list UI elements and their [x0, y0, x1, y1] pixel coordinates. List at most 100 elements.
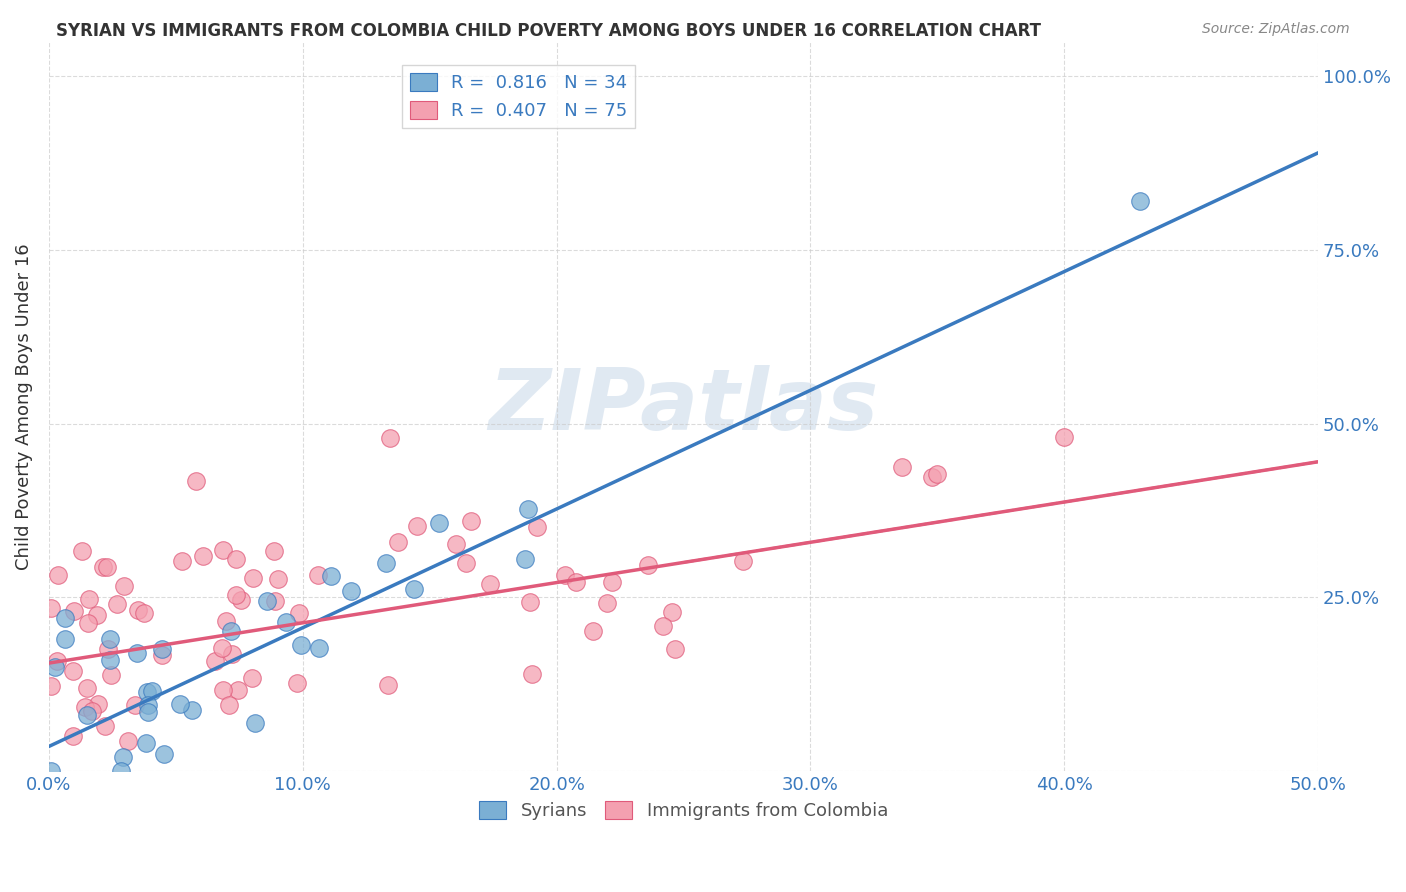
Point: [124, 698, 146, 712]
Point: [112, 749, 135, 764]
Point: [117, 733, 139, 747]
Point: [170, 554, 193, 568]
Point: [263, 544, 285, 558]
Text: SYRIAN VS IMMIGRANTS FROM COLOMBIA CHILD POVERTY AMONG BOYS UNDER 16 CORRELATION: SYRIAN VS IMMIGRANTS FROM COLOMBIA CHILD…: [56, 22, 1042, 40]
Point: [290, 638, 312, 652]
Point: [243, 716, 266, 731]
Legend: Syrians, Immigrants from Colombia: Syrians, Immigrants from Colombia: [472, 794, 896, 827]
Point: [80, 704, 103, 718]
Point: [134, 736, 156, 750]
Point: [110, 764, 132, 778]
Point: [1129, 194, 1152, 209]
Point: [127, 603, 149, 617]
Point: [86, 607, 108, 622]
Point: [76, 616, 98, 631]
Point: [661, 606, 683, 620]
Point: [152, 747, 174, 762]
Point: [150, 642, 173, 657]
Point: [39, 764, 62, 778]
Point: [600, 575, 623, 590]
Point: [112, 579, 135, 593]
Text: ZIPatlas: ZIPatlas: [488, 365, 879, 448]
Point: [520, 667, 543, 681]
Point: [274, 615, 297, 629]
Point: [221, 647, 243, 661]
Point: [377, 678, 399, 692]
Point: [256, 594, 278, 608]
Point: [186, 474, 208, 488]
Point: [226, 683, 249, 698]
Point: [516, 501, 538, 516]
Point: [285, 676, 308, 690]
Point: [891, 459, 914, 474]
Point: [427, 516, 450, 531]
Y-axis label: Child Poverty Among Boys Under 16: Child Poverty Among Boys Under 16: [15, 243, 32, 569]
Point: [454, 557, 477, 571]
Point: [138, 706, 160, 720]
Point: [637, 558, 659, 573]
Point: [136, 685, 159, 699]
Point: [651, 619, 673, 633]
Point: [141, 684, 163, 698]
Point: [927, 467, 949, 481]
Point: [405, 518, 427, 533]
Point: [180, 703, 202, 717]
Point: [62, 604, 84, 618]
Point: [91, 559, 114, 574]
Point: [308, 641, 330, 656]
Point: [132, 607, 155, 621]
Point: [150, 648, 173, 663]
Point: [53, 611, 76, 625]
Point: [225, 588, 247, 602]
Point: [211, 543, 233, 558]
Point: [307, 567, 329, 582]
Point: [526, 520, 548, 534]
Point: [62, 729, 84, 743]
Point: [211, 682, 233, 697]
Point: [402, 582, 425, 596]
Point: [921, 469, 943, 483]
Point: [288, 606, 311, 620]
Point: [204, 654, 226, 668]
Point: [375, 556, 398, 570]
Point: [39, 601, 62, 615]
Point: [125, 646, 148, 660]
Point: [41, 679, 63, 693]
Point: [240, 671, 263, 685]
Point: [70, 544, 93, 558]
Point: [664, 642, 686, 657]
Point: [1053, 430, 1076, 444]
Point: [219, 624, 242, 638]
Point: [215, 614, 238, 628]
Point: [169, 698, 191, 712]
Point: [73, 700, 96, 714]
Point: [136, 698, 159, 712]
Point: [582, 624, 605, 638]
Point: [565, 574, 588, 589]
Point: [211, 641, 233, 656]
Point: [319, 568, 342, 582]
Point: [460, 514, 482, 528]
Point: [231, 592, 253, 607]
Point: [76, 708, 98, 723]
Point: [731, 554, 754, 568]
Point: [62, 664, 84, 678]
Point: [242, 571, 264, 585]
Point: [98, 632, 121, 646]
Point: [340, 583, 363, 598]
Point: [519, 595, 541, 609]
Point: [513, 552, 536, 566]
Text: Source: ZipAtlas.com: Source: ZipAtlas.com: [1202, 22, 1350, 37]
Point: [387, 535, 409, 549]
Point: [225, 552, 247, 566]
Point: [86, 697, 108, 711]
Point: [444, 537, 467, 551]
Point: [93, 719, 115, 733]
Point: [105, 597, 128, 611]
Point: [264, 593, 287, 607]
Point: [46, 568, 69, 582]
Point: [191, 549, 214, 563]
Point: [76, 681, 98, 695]
Point: [267, 572, 290, 586]
Point: [97, 642, 120, 657]
